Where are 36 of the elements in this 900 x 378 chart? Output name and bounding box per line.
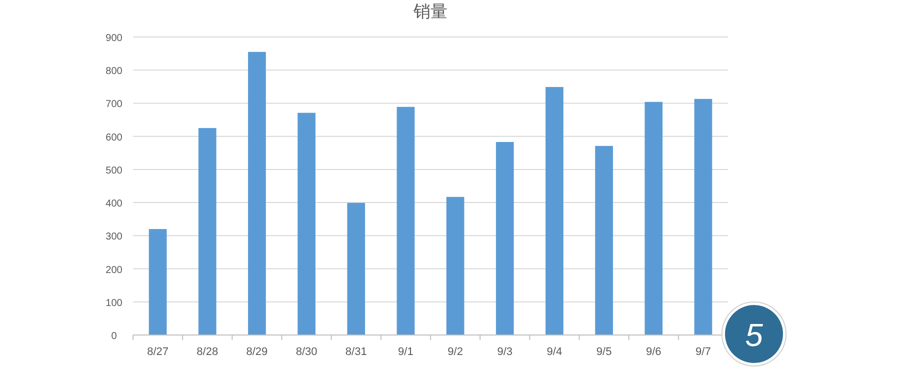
x-tick-label: 9/4 <box>546 346 562 358</box>
bar <box>298 112 316 335</box>
bar <box>248 52 266 335</box>
y-tick-label: 0 <box>111 331 118 342</box>
bar <box>595 146 613 335</box>
x-tick-label: 8/29 <box>246 346 268 358</box>
x-tick-label: 9/7 <box>696 346 711 358</box>
bar <box>694 98 712 335</box>
x-tick-label: 9/2 <box>448 346 463 358</box>
x-tick-label: 9/3 <box>497 346 513 358</box>
x-tick-label: 8/31 <box>345 346 367 358</box>
x-tick-label: 9/6 <box>646 346 662 358</box>
y-tick-label: 100 <box>106 298 123 309</box>
bar <box>644 102 663 335</box>
bar <box>347 202 366 335</box>
y-tick-label: 500 <box>106 165 123 176</box>
bar <box>546 87 564 335</box>
y-tick-label: 800 <box>106 66 123 78</box>
y-tick-label: 300 <box>106 232 123 243</box>
chart-title: 销量 <box>412 2 448 21</box>
x-tick-label: 8/28 <box>196 346 218 358</box>
bar <box>446 196 464 335</box>
y-tick-label: 200 <box>106 264 123 276</box>
y-tick-label: 900 <box>106 33 123 44</box>
bar <box>396 106 415 335</box>
bar <box>198 128 216 335</box>
x-tick-label: 9/5 <box>596 346 612 358</box>
x-tick-label: 9/1 <box>398 346 414 358</box>
x-tick-label: 8/27 <box>147 346 169 358</box>
y-tick-label: 600 <box>106 132 123 144</box>
bar <box>496 142 514 335</box>
y-tick-label: 400 <box>106 198 123 210</box>
y-tick-label: 700 <box>106 99 123 110</box>
bar <box>148 229 167 335</box>
text: 5 <box>745 317 764 353</box>
x-tick-label: 8/30 <box>296 346 318 358</box>
